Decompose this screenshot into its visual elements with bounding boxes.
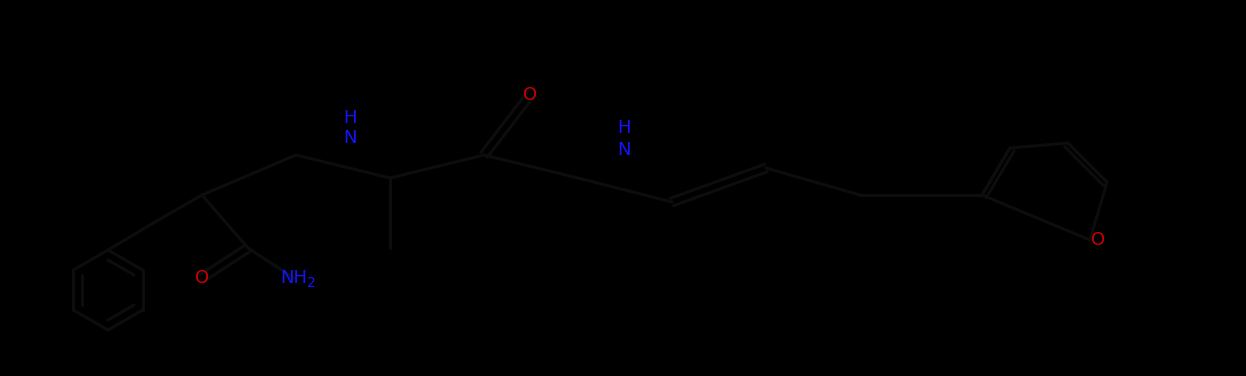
Text: O: O — [194, 269, 209, 287]
Text: O: O — [1091, 231, 1105, 249]
Text: O: O — [523, 86, 537, 104]
Text: NH: NH — [280, 269, 308, 287]
Text: H: H — [617, 119, 630, 137]
Text: N: N — [617, 141, 630, 159]
Text: H: H — [343, 109, 356, 127]
Text: N: N — [343, 129, 356, 147]
Text: 2: 2 — [307, 276, 315, 290]
